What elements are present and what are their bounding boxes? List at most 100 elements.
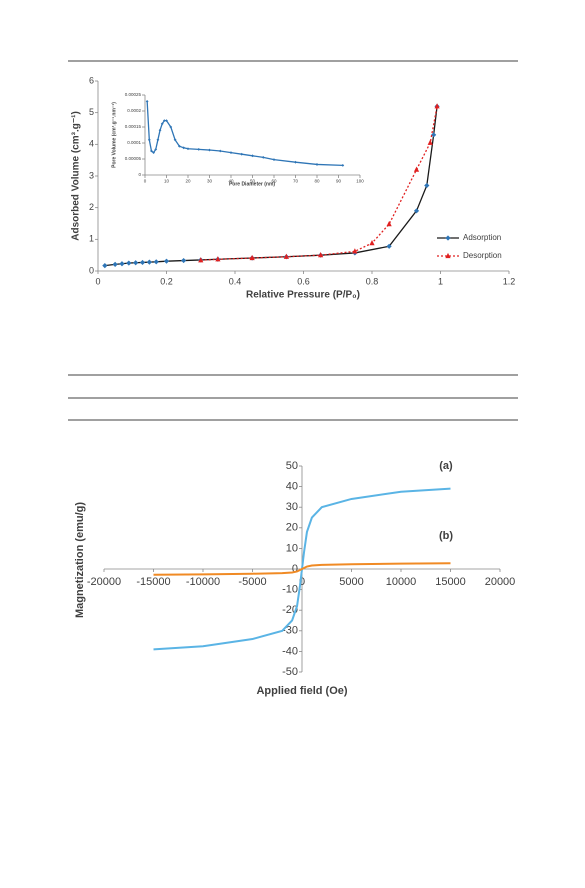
marker — [249, 254, 255, 261]
x-tick-label: 1.2 — [503, 276, 516, 286]
x-tick-label: 100 — [356, 179, 364, 184]
marker — [229, 151, 233, 154]
marker — [315, 163, 319, 166]
y-tick-label: 1 — [89, 234, 94, 244]
legend-label: Desorption — [463, 251, 502, 260]
marker — [153, 259, 159, 265]
x-tick-label: 80 — [314, 179, 320, 184]
y-tick-label: 0 — [89, 265, 94, 275]
marker — [154, 148, 158, 151]
marker — [341, 164, 345, 167]
marker — [145, 100, 149, 103]
y-tick-label: 0 — [292, 563, 298, 575]
x-tick-label: 0.4 — [229, 276, 242, 286]
marker — [272, 158, 276, 162]
marker — [369, 240, 375, 246]
x-tick-label: 5000 — [339, 576, 363, 588]
y-tick-label: 0.0001 — [127, 140, 141, 145]
marker — [352, 248, 358, 254]
marker — [178, 144, 181, 148]
marker — [208, 148, 211, 152]
x-tick-label: 10 — [164, 179, 170, 184]
marker — [186, 147, 190, 151]
y-tick-label: 0.0002 — [127, 108, 141, 113]
annotation: (b) — [439, 530, 453, 542]
marker — [413, 208, 420, 214]
x-tick-label: -20000 — [87, 576, 121, 588]
y-tick-label: 0.00015 — [125, 124, 142, 129]
marker — [181, 257, 187, 264]
marker — [169, 125, 173, 129]
marker — [173, 138, 177, 142]
y-tick-label: 5 — [89, 107, 94, 117]
series-line — [200, 106, 438, 261]
x-tick-label: -15000 — [136, 576, 170, 588]
y-tick-label: -40 — [282, 645, 298, 657]
annotation: (a) — [439, 460, 453, 472]
y-tick-label: 0 — [138, 172, 141, 177]
marker — [158, 128, 162, 132]
x-tick-label: -10000 — [186, 576, 220, 588]
legend-marker — [445, 252, 451, 259]
marker — [156, 138, 160, 142]
marker — [146, 259, 152, 265]
marker — [150, 149, 153, 153]
x-tick-label: 70 — [293, 179, 299, 184]
marker — [218, 149, 222, 153]
y-tick-label: 10 — [286, 542, 298, 554]
marker — [165, 119, 168, 122]
marker — [424, 182, 430, 189]
x-tick-label: 30 — [207, 179, 213, 184]
x-tick-label: 50 — [250, 179, 256, 184]
x-tick-label: 15000 — [435, 576, 466, 588]
y-tick-label: 30 — [286, 501, 298, 513]
y-tick-label: -30 — [282, 625, 298, 637]
marker — [434, 103, 440, 109]
y-tick-label: 4 — [89, 139, 94, 149]
y-axis-label: Pore Volume (cm³.g⁻¹.nm⁻¹) — [111, 102, 117, 168]
marker — [102, 263, 108, 269]
marker — [318, 252, 324, 258]
marker — [215, 256, 221, 262]
marker — [119, 261, 125, 267]
x-tick-label: 20000 — [485, 576, 516, 588]
y-tick-label: -50 — [282, 666, 298, 678]
x-tick-label: -5000 — [238, 576, 266, 588]
marker — [126, 260, 132, 266]
marker — [197, 148, 201, 151]
marker — [240, 152, 244, 156]
x-tick-label: 0 — [95, 276, 100, 286]
marker — [198, 257, 204, 263]
marker — [147, 138, 151, 142]
legend-label: Adsorption — [463, 233, 501, 242]
x-tick-label: 0.8 — [366, 276, 379, 286]
y-tick-label: 3 — [89, 170, 94, 180]
x-tick-label: 60 — [271, 179, 277, 184]
marker — [182, 146, 186, 150]
x-tick-label: 0.6 — [297, 276, 310, 286]
x-tick-label: 10000 — [386, 576, 417, 588]
marker — [261, 156, 265, 159]
marker — [283, 253, 289, 259]
marker — [251, 154, 254, 158]
marker — [112, 261, 118, 267]
y-tick-label: 0.00025 — [125, 92, 142, 97]
marker — [294, 160, 297, 164]
y-tick-label: 2 — [89, 202, 94, 212]
marker — [431, 132, 437, 138]
marker — [413, 166, 420, 172]
marker — [162, 119, 166, 122]
x-tick-label: 0 — [299, 576, 305, 588]
marker — [139, 259, 146, 266]
marker — [160, 122, 164, 126]
marker — [152, 151, 155, 154]
series-line — [146, 101, 343, 167]
x-tick-label: 1 — [438, 276, 443, 286]
legend-marker — [445, 235, 451, 241]
y-tick-label: 0.00005 — [125, 156, 142, 161]
marker — [133, 260, 139, 266]
x-tick-label: 20 — [185, 179, 191, 184]
series-line — [153, 562, 451, 576]
